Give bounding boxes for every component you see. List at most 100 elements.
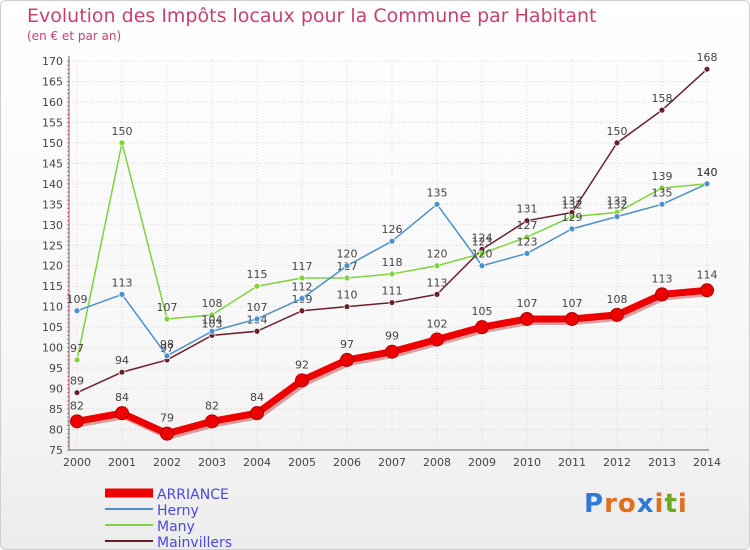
y-tick-label: 90 bbox=[49, 383, 63, 396]
logo-letter: t bbox=[664, 489, 678, 519]
data-label: 113 bbox=[652, 272, 673, 285]
y-tick-label: 170 bbox=[42, 55, 63, 68]
y-tick-label: 75 bbox=[49, 444, 63, 457]
y-tick-label: 110 bbox=[42, 301, 63, 314]
y-tick-label: 135 bbox=[42, 198, 63, 211]
y-tick-label: 145 bbox=[42, 157, 63, 170]
data-point bbox=[388, 299, 396, 306]
data-label: 113 bbox=[427, 276, 448, 289]
y-tick-label: 165 bbox=[42, 75, 63, 88]
data-point bbox=[118, 368, 126, 376]
data-label: 135 bbox=[427, 186, 448, 199]
data-point bbox=[523, 250, 531, 257]
data-point bbox=[163, 315, 171, 323]
data-label: 110 bbox=[337, 289, 358, 302]
data-label: 129 bbox=[562, 211, 583, 224]
x-tick-label: 2005 bbox=[288, 456, 316, 469]
data-point bbox=[385, 344, 399, 359]
data-point bbox=[658, 106, 666, 114]
data-label: 113 bbox=[112, 276, 133, 289]
x-tick-label: 2004 bbox=[243, 456, 271, 469]
data-label: 107 bbox=[247, 301, 268, 314]
data-point bbox=[340, 352, 354, 367]
data-point bbox=[253, 327, 261, 335]
data-point bbox=[205, 414, 219, 429]
x-tick-label: 2001 bbox=[108, 456, 136, 469]
logo-letter: o bbox=[617, 489, 637, 519]
data-label: 107 bbox=[157, 301, 178, 314]
data-point bbox=[523, 217, 531, 225]
legend-label-mainvillers: Mainvillers bbox=[157, 535, 232, 550]
data-label: 105 bbox=[472, 305, 493, 318]
data-label: 140 bbox=[697, 166, 718, 179]
data-label: 97 bbox=[340, 338, 354, 351]
data-point bbox=[430, 332, 444, 347]
x-tick-label: 2011 bbox=[558, 456, 586, 469]
data-point bbox=[565, 311, 579, 326]
data-label: 79 bbox=[160, 412, 174, 425]
logo-letter: i bbox=[654, 489, 665, 519]
data-label: 107 bbox=[562, 297, 583, 310]
data-label: 89 bbox=[70, 375, 84, 388]
data-point bbox=[298, 295, 306, 302]
y-tick-label: 155 bbox=[42, 116, 63, 129]
y-tick-label: 100 bbox=[42, 342, 63, 355]
data-point bbox=[478, 250, 486, 257]
data-label: 82 bbox=[205, 399, 219, 412]
y-tick-label: 85 bbox=[49, 403, 63, 416]
data-label: 139 bbox=[652, 170, 673, 183]
data-point bbox=[73, 307, 81, 315]
data-label: 114 bbox=[697, 268, 718, 281]
data-point bbox=[253, 282, 261, 290]
y-tick-label: 125 bbox=[42, 239, 63, 252]
data-label: 132 bbox=[607, 199, 628, 212]
data-label: 140 bbox=[697, 166, 718, 179]
data-point bbox=[478, 262, 486, 270]
x-tick-label: 2000 bbox=[63, 456, 91, 469]
data-point bbox=[70, 414, 84, 429]
data-label: 132 bbox=[562, 199, 583, 212]
x-tick-label: 2008 bbox=[423, 456, 451, 469]
data-point bbox=[250, 406, 264, 421]
x-tick-label: 2012 bbox=[603, 456, 631, 469]
data-label: 123 bbox=[472, 235, 493, 248]
data-label: 108 bbox=[607, 293, 628, 306]
y-tick-label: 140 bbox=[42, 178, 63, 191]
proxiti-logo: Proxiti bbox=[584, 489, 688, 519]
data-point bbox=[388, 270, 396, 278]
x-tick-label: 2013 bbox=[648, 456, 676, 469]
data-point bbox=[658, 184, 666, 192]
data-point bbox=[703, 65, 711, 73]
data-point bbox=[388, 237, 396, 245]
x-tick-label: 2014 bbox=[693, 456, 721, 469]
data-point bbox=[433, 290, 441, 298]
data-point bbox=[208, 327, 216, 335]
chart-title: Evolution des Impôts locaux pour la Comm… bbox=[27, 5, 597, 27]
data-label: 133 bbox=[607, 195, 628, 208]
data-label: 104 bbox=[202, 313, 223, 326]
data-point bbox=[298, 307, 306, 315]
data-label: 98 bbox=[160, 338, 174, 351]
legend-label-many: Many bbox=[157, 519, 195, 535]
logo-letter: r bbox=[604, 489, 618, 519]
data-point bbox=[163, 352, 171, 360]
data-label: 112 bbox=[292, 280, 313, 293]
data-point bbox=[343, 262, 351, 270]
y-tick-label: 130 bbox=[42, 219, 63, 232]
data-point bbox=[658, 200, 666, 208]
logo-letter: x bbox=[636, 489, 655, 519]
data-point bbox=[613, 139, 621, 147]
logo-letter: i bbox=[677, 489, 688, 519]
legend-label-herny: Herny bbox=[157, 503, 199, 519]
data-point bbox=[523, 233, 531, 241]
data-label: 84 bbox=[115, 391, 129, 404]
x-tick-label: 2007 bbox=[378, 456, 406, 469]
data-point bbox=[73, 356, 81, 364]
data-label: 102 bbox=[427, 317, 448, 330]
data-point bbox=[115, 406, 129, 421]
x-tick-label: 2009 bbox=[468, 456, 496, 469]
data-label: 120 bbox=[337, 248, 358, 261]
data-point bbox=[613, 213, 621, 221]
